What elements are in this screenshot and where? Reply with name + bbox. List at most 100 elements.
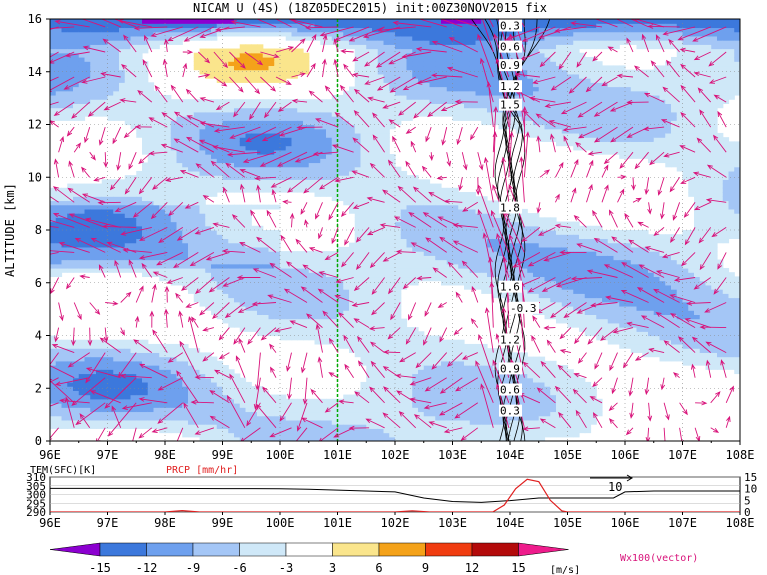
shade-cell	[245, 284, 252, 290]
shade-cell	[119, 213, 126, 218]
shade-cell	[383, 314, 390, 320]
shade-cell	[61, 407, 68, 413]
shade-cell	[188, 187, 195, 193]
shade-cell	[170, 428, 178, 434]
shade-cell	[372, 120, 379, 126]
shade-cell	[124, 31, 132, 37]
shade-cell	[130, 200, 137, 206]
shade-cell	[360, 56, 367, 62]
shade-cell	[383, 234, 390, 240]
chart-title: NICAM U (4S) (18Z05DEC2015) init:00Z30NO…	[193, 1, 547, 15]
shade-cell	[211, 73, 218, 79]
shade-cell	[193, 356, 201, 362]
shade-cell	[326, 145, 333, 151]
shade-cell	[389, 90, 396, 96]
shade-cell	[205, 369, 212, 375]
shade-cell	[320, 192, 327, 197]
shade-cell	[55, 238, 63, 244]
shade-cell	[314, 297, 321, 303]
shade-cell	[360, 128, 367, 134]
shade-cell	[228, 145, 235, 151]
shade-cell	[366, 128, 373, 134]
shade-cell	[251, 251, 258, 256]
shade-cell	[222, 73, 229, 79]
shade-cell	[251, 386, 258, 391]
shade-cell	[188, 356, 195, 362]
shade-cell	[147, 251, 155, 256]
shade-cell	[165, 255, 172, 261]
shade-cell	[389, 103, 396, 109]
shade-cell	[50, 69, 57, 75]
shade-cell	[377, 339, 385, 345]
shade-cell	[349, 170, 356, 176]
shade-cell	[96, 23, 103, 29]
shade-cell	[84, 183, 91, 189]
shade-cell	[337, 335, 344, 341]
shade-cell	[113, 187, 120, 193]
shade-cell	[423, 348, 431, 353]
shade-cell	[136, 377, 143, 383]
shade-cell	[176, 149, 183, 155]
shade-cell	[124, 267, 132, 273]
shade-cell	[136, 204, 143, 210]
shade-cell	[101, 365, 109, 370]
shade-cell	[153, 348, 160, 353]
shade-cell	[170, 141, 178, 147]
shade-cell	[165, 196, 172, 202]
shade-cell	[234, 419, 241, 425]
shade-cell	[90, 360, 97, 366]
shade-cell	[274, 394, 281, 400]
shade-cell	[406, 86, 413, 92]
shade-cell	[124, 394, 132, 400]
shade-cell	[377, 162, 385, 168]
shade-cell	[331, 158, 339, 164]
shade-cell	[67, 204, 74, 210]
shade-cell	[349, 192, 356, 197]
shade-cell	[113, 90, 120, 96]
shade-cell	[297, 179, 304, 185]
shade-cell	[418, 225, 425, 231]
shade-cell	[222, 234, 229, 240]
shade-cell	[262, 407, 270, 413]
shade-cell	[429, 230, 436, 235]
shade-cell	[268, 27, 275, 33]
shade-cell	[84, 52, 91, 58]
shade-cell	[395, 116, 402, 121]
shade-cell	[372, 272, 379, 278]
shade-cell	[107, 94, 114, 100]
shade-cell	[423, 436, 431, 441]
shade-cell	[182, 23, 189, 29]
shade-cell	[418, 331, 425, 337]
shade-cell	[239, 78, 247, 83]
shade-cell	[389, 48, 396, 54]
shade-cell	[372, 424, 379, 429]
shade-cell	[147, 259, 155, 265]
shade-cell	[55, 196, 63, 202]
shade-cell	[245, 314, 252, 320]
shade-cell	[366, 154, 373, 159]
shade-cell	[182, 103, 189, 109]
shade-cell	[337, 44, 344, 50]
shade-cell	[412, 44, 419, 50]
shade-cell	[314, 259, 321, 265]
shade-cell	[84, 56, 91, 62]
shade-cell	[377, 234, 385, 240]
shade-cell	[360, 31, 367, 37]
shade-cell	[389, 365, 396, 370]
shade-cell	[297, 111, 304, 117]
shade-cell	[423, 381, 431, 387]
shade-cell	[377, 111, 385, 117]
shade-cell	[211, 284, 218, 290]
shade-cell	[239, 280, 247, 286]
shade-cell	[67, 65, 74, 71]
shade-cell	[130, 48, 137, 54]
shade-cell	[61, 267, 68, 273]
shade-cell	[343, 187, 350, 193]
shade-cell	[211, 259, 218, 265]
shade-cell	[193, 23, 201, 29]
shade-cell	[176, 187, 183, 193]
shade-cell	[170, 196, 178, 202]
shade-cell	[274, 107, 281, 113]
shade-cell	[55, 82, 63, 88]
shade-cell	[349, 158, 356, 164]
